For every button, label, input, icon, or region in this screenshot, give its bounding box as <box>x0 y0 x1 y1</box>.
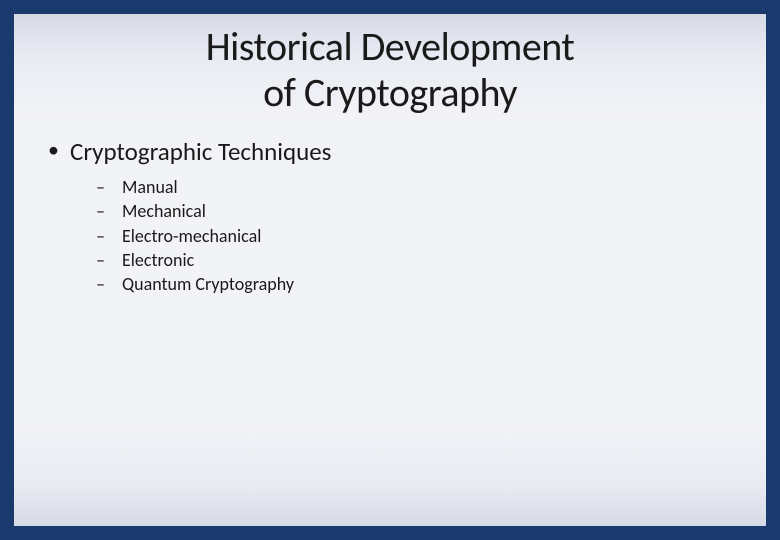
slide-title: Historical Development of Cryptography <box>14 14 766 136</box>
list-item: Electronic <box>96 248 738 272</box>
list-item: Manual <box>96 175 738 199</box>
list-item: Electro-mechanical <box>96 224 738 248</box>
level2-item-text: Electro-mechanical <box>122 225 261 247</box>
slide-body: Historical Development of Cryptography C… <box>14 14 766 526</box>
level1-item-text: Cryptographic Techniques <box>70 136 331 167</box>
bullet-list-level2: Manual Mechanical Electro-mechanical Ele… <box>70 175 738 296</box>
bullet-list-level1: Cryptographic Techniques Manual Mechanic… <box>42 136 738 296</box>
slide-frame: Historical Development of Cryptography C… <box>0 0 780 540</box>
title-line-1: Historical Development <box>206 22 575 71</box>
level2-item-text: Electronic <box>122 249 194 271</box>
level2-item-text: Manual <box>122 176 178 198</box>
title-line-2: of Cryptography <box>263 68 517 117</box>
slide-content: Cryptographic Techniques Manual Mechanic… <box>14 136 766 296</box>
list-item: Cryptographic Techniques Manual Mechanic… <box>42 136 738 296</box>
level2-item-text: Mechanical <box>122 200 206 222</box>
list-item: Mechanical <box>96 199 738 223</box>
level2-item-text: Quantum Cryptography <box>122 273 294 295</box>
list-item: Quantum Cryptography <box>96 272 738 296</box>
